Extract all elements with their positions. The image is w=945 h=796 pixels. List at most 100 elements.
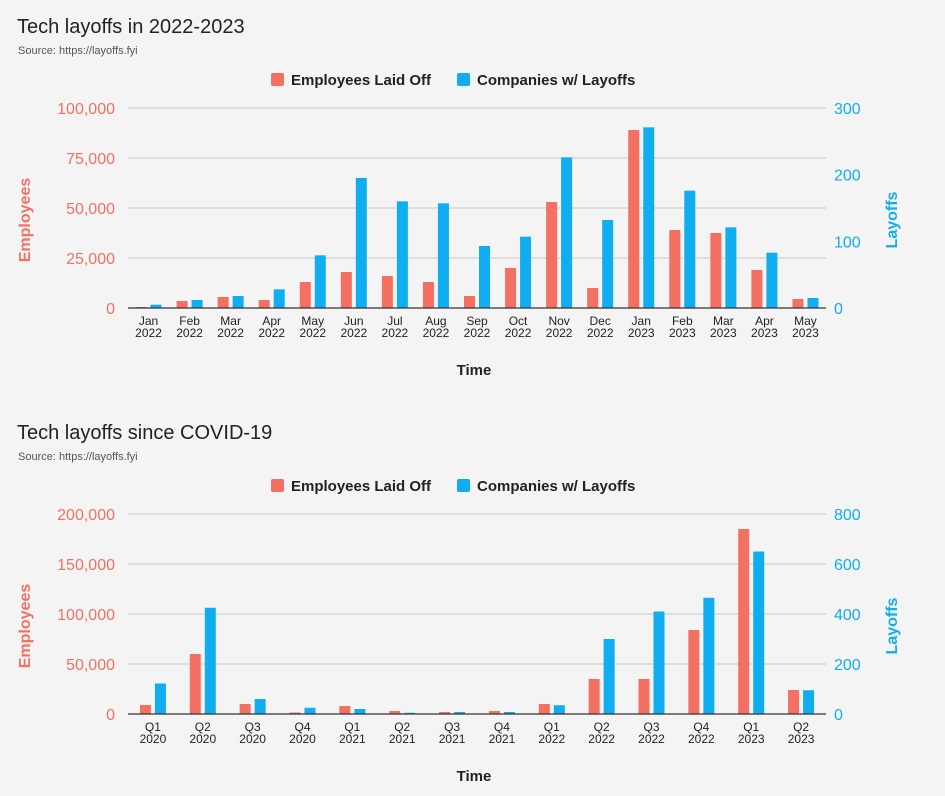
bar-employees-laid-off xyxy=(258,300,270,308)
y-tick-label: 75,000 xyxy=(66,151,115,168)
x-tick-label: Q4 xyxy=(494,720,510,734)
bar-companies-with-layoffs xyxy=(454,712,466,714)
x-tick-label: Q2 xyxy=(594,720,610,734)
x-tick-label: Jun xyxy=(344,314,363,328)
y-tick-label: 200,000 xyxy=(57,507,115,524)
y-tick-label: 50,000 xyxy=(66,657,115,674)
bar-companies-with-layoffs xyxy=(354,709,366,714)
legend-swatch-employees xyxy=(271,479,284,492)
y2-tick-label: 200 xyxy=(834,168,861,185)
legend-label-employees: Employees Laid Off xyxy=(291,72,432,89)
x-tick-label: Q4 xyxy=(693,720,709,734)
bar-companies-with-layoffs xyxy=(150,304,162,308)
x-tick-label: Apr xyxy=(262,314,281,328)
x-tick-label: Q3 xyxy=(643,720,659,734)
legend-label-companies: Companies w/ Layoffs xyxy=(477,72,635,89)
bar-companies-with-layoffs xyxy=(561,157,573,308)
bar-companies-with-layoffs xyxy=(437,203,449,308)
x-axis-title: Time xyxy=(457,362,492,379)
x-tick-label: Sep xyxy=(466,314,488,328)
bar-employees-laid-off xyxy=(439,712,451,714)
bar-employees-laid-off xyxy=(538,704,550,714)
x-tick-label: Jul xyxy=(387,314,402,328)
x-tick-label: Q2 xyxy=(793,720,809,734)
bar-employees-laid-off xyxy=(389,711,401,714)
y2-tick-label: 0 xyxy=(834,707,843,724)
y2-tick-label: 400 xyxy=(834,607,861,624)
monthly-layoffs-chart: Employees Laid Off Companies w/ Layoffs 0 2… xyxy=(17,72,901,379)
bar-employees-laid-off xyxy=(217,297,229,308)
bar-employees-laid-off xyxy=(710,233,722,308)
chart-source: Source: https://layoffs.fyi xyxy=(18,451,138,463)
x-tick-label: Q2 xyxy=(394,720,410,734)
y-axis-title: Employees xyxy=(17,584,34,669)
bar-employees-laid-off xyxy=(139,705,151,714)
x-tick-label-year: 2022 xyxy=(135,326,162,340)
x-tick-label-year: 2022 xyxy=(176,326,203,340)
x-tick-label-year: 2020 xyxy=(289,732,316,746)
x-tick-label-year: 2023 xyxy=(788,732,815,746)
x-tick-label: Q1 xyxy=(145,720,161,734)
x-tick-label-year: 2022 xyxy=(217,326,244,340)
x-tick-label-year: 2023 xyxy=(669,326,696,340)
bar-employees-laid-off xyxy=(339,706,351,714)
bar-employees-laid-off xyxy=(669,230,681,308)
x-tick-label: Feb xyxy=(179,314,200,328)
x-tick-label: Mar xyxy=(713,314,734,328)
legend-label-companies: Companies w/ Layoffs xyxy=(477,478,635,495)
legend-label-employees: Employees Laid Off xyxy=(291,478,432,495)
x-tick-label: Jan xyxy=(632,314,651,328)
x-tick-label: Aug xyxy=(425,314,446,328)
y-tick-label: 0 xyxy=(106,707,115,724)
y-axis-title: Employees xyxy=(17,178,34,263)
bar-companies-with-layoffs xyxy=(553,705,565,714)
chart-source: Source: https://layoffs.fyi xyxy=(18,45,138,57)
bar-companies-with-layoffs xyxy=(653,611,665,714)
y2-tick-label: 800 xyxy=(834,507,861,524)
bar-companies-with-layoffs xyxy=(684,190,696,308)
x-tick-label-year: 2023 xyxy=(710,326,737,340)
bar-companies-with-layoffs xyxy=(404,712,416,714)
chart-panel-quarterly: Tech layoffs since COVID-19 Source: http… xyxy=(0,406,945,796)
bar-companies-with-layoffs xyxy=(355,178,367,308)
bar-employees-laid-off xyxy=(588,679,600,714)
bar-employees-laid-off xyxy=(340,272,352,308)
x-tick-label: Oct xyxy=(509,314,528,328)
y-tick-label: 150,000 xyxy=(57,557,115,574)
x-tick-label-year: 2022 xyxy=(538,732,565,746)
legend-swatch-companies xyxy=(457,479,470,492)
chart-title: Tech layoffs in 2022-2023 xyxy=(17,16,245,38)
x-tick-label-year: 2021 xyxy=(489,732,516,746)
x-tick-label: Apr xyxy=(755,314,774,328)
y2-tick-label: 600 xyxy=(834,557,861,574)
chart-title: Tech layoffs since COVID-19 xyxy=(17,422,273,444)
x-tick-label-year: 2022 xyxy=(546,326,573,340)
x-tick-label-year: 2022 xyxy=(258,326,285,340)
legend-swatch-employees xyxy=(271,73,284,86)
y-tick-label: 0 xyxy=(106,301,115,318)
x-tick-label: May xyxy=(301,314,324,328)
x-tick-label-year: 2022 xyxy=(638,732,665,746)
bar-employees-laid-off xyxy=(628,130,640,308)
x-tick-label-year: 2021 xyxy=(389,732,416,746)
x-tick-label-year: 2022 xyxy=(299,326,326,340)
bar-companies-with-layoffs xyxy=(479,246,490,308)
x-tick-label-year: 2021 xyxy=(439,732,466,746)
bar-companies-with-layoffs xyxy=(232,296,244,308)
bar-companies-with-layoffs xyxy=(703,597,715,714)
x-tick-label-year: 2021 xyxy=(339,732,366,746)
x-tick-label: Jan xyxy=(139,314,158,328)
x-tick-label-year: 2022 xyxy=(464,326,491,340)
x-tick-label-year: 2023 xyxy=(792,326,819,340)
bar-companies-with-layoffs xyxy=(314,255,326,308)
x-tick-label-year: 2022 xyxy=(505,326,532,340)
x-tick-label: Mar xyxy=(220,314,241,328)
y-tick-label: 25,000 xyxy=(66,251,115,268)
x-axis-title: Time xyxy=(457,768,492,785)
x-tick-label-year: 2022 xyxy=(588,732,615,746)
y-tick-label: 100,000 xyxy=(57,607,115,624)
bar-companies-with-layoffs xyxy=(503,712,515,714)
bar-companies-with-layoffs xyxy=(602,220,614,308)
x-tick-label-year: 2020 xyxy=(189,732,216,746)
x-tick-label: Q1 xyxy=(743,720,759,734)
